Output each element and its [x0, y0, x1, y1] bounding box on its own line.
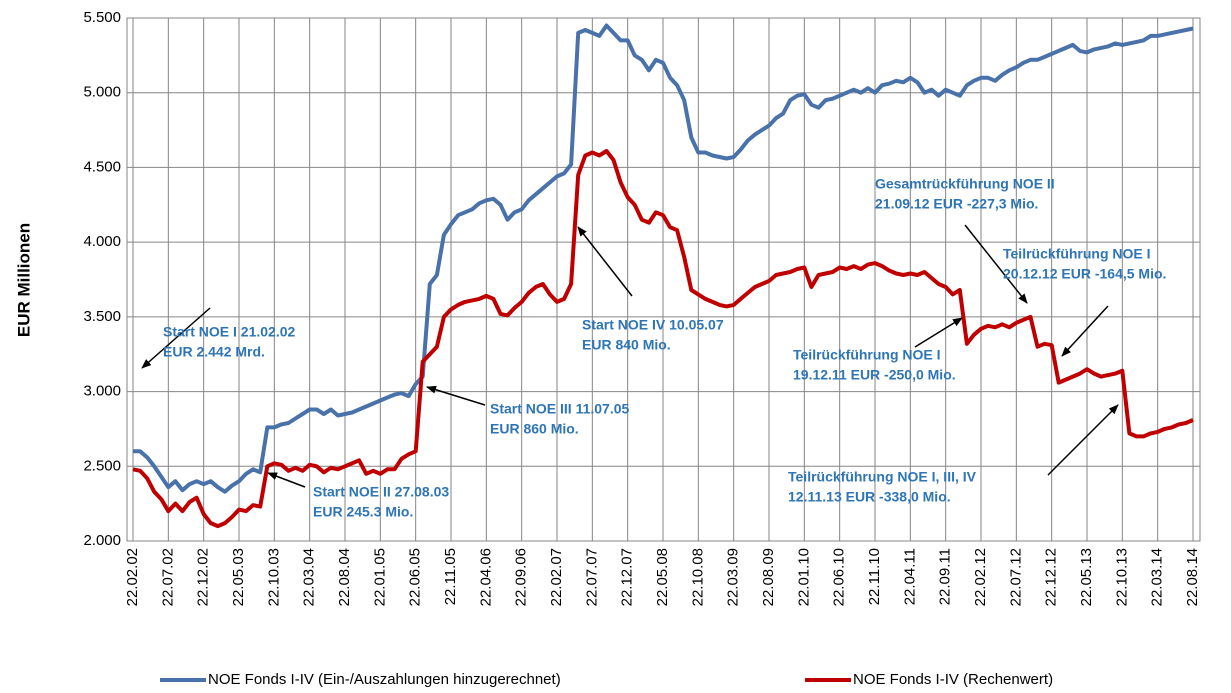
arrow — [141, 307, 211, 369]
x-tick-label: 22.01.05 — [371, 548, 388, 606]
x-tick-label: 22.05.13 — [1078, 548, 1095, 606]
y-tick-label: 2.000 — [83, 532, 121, 549]
plot-frame — [126, 17, 1201, 542]
x-tick-label: 22.03.09 — [725, 548, 742, 606]
x-tick-label: 22.10.13 — [1113, 548, 1130, 606]
x-tick-label: 22.04.11 — [901, 548, 918, 605]
x-tick-label: 22.05.03 — [230, 548, 247, 606]
y-tick-label: 5.500 — [83, 9, 121, 26]
legend-label: NOE Fonds I-IV (Rechenwert) — [853, 671, 1053, 688]
x-tick-label: 22.02.02 — [124, 548, 141, 606]
annotation: Gesamtrückführung NOE II — [875, 176, 1055, 192]
arrow — [1061, 305, 1109, 357]
arrow — [964, 224, 1028, 304]
x-tick-label: 22.12.07 — [619, 548, 636, 606]
x-tick-label: 22.06.05 — [407, 548, 424, 606]
x-tick-label: 22.08.04 — [336, 548, 353, 606]
arrow — [577, 226, 633, 297]
arrows — [141, 224, 1119, 488]
y-tick-label: 5.000 — [83, 84, 121, 101]
series-line — [133, 23, 1194, 494]
x-tick-label: 22.07.07 — [583, 548, 600, 606]
y-tick-label: 4.000 — [83, 233, 121, 250]
x-tick-label: 22.11.10 — [866, 548, 883, 605]
annotation: EUR 245.3 Mio. — [313, 504, 413, 520]
x-tick-label: 22.12.12 — [1043, 548, 1060, 606]
annotation: EUR 860 Mio. — [490, 421, 579, 437]
arrow — [914, 317, 963, 348]
x-tick-label: 22.11.05 — [442, 548, 459, 605]
grid — [127, 17, 1200, 542]
x-tick-label: 22.03.04 — [301, 548, 318, 606]
annotation: Teilrückführung NOE I, III, IV — [788, 469, 977, 485]
annotation: Start NOE II 27.08.03 — [313, 484, 449, 500]
arrow — [1047, 404, 1119, 476]
x-tick-label: 22.02.07 — [548, 548, 565, 606]
x-tick-label: 22.07.02 — [159, 548, 176, 606]
x-tick-label: 22.07.12 — [1007, 548, 1024, 606]
arrow — [426, 385, 486, 406]
annotation: 21.09.12 EUR -227,3 Mio. — [875, 196, 1038, 212]
annotation: Start NOE III 11.07.05 — [490, 401, 630, 417]
annotation: EUR 2.442 Mrd. — [163, 344, 265, 360]
x-tick-label: 22.10.08 — [689, 548, 706, 606]
y-tick-label: 2.500 — [83, 457, 121, 474]
y-tick-label: 3.500 — [83, 308, 121, 325]
x-tick-label: 22.01.10 — [795, 548, 812, 606]
annotation: 19.12.11 EUR -250,0 Mio. — [793, 367, 956, 383]
series-line — [132, 149, 1194, 529]
annotation: Teilrückführung NOE I — [1003, 246, 1151, 262]
y-tick-label: 3.000 — [83, 383, 121, 400]
x-tick-label: 22.09.11 — [937, 548, 954, 605]
x-tick-label: 22.12.02 — [195, 548, 212, 606]
y-tick-label: 4.500 — [83, 158, 121, 175]
x-tick-label: 22.10.03 — [265, 548, 282, 606]
annotation: EUR 840 Mio. — [582, 337, 671, 353]
x-tick-label: 22.02.12 — [972, 548, 989, 606]
annotation: Teilrückführung NOE I — [793, 347, 941, 363]
annotation: Start NOE IV 10.05.07 — [582, 317, 724, 333]
x-tick-label: 22.04.06 — [477, 548, 494, 606]
annotation: Start NOE I 21.02.02 — [163, 324, 296, 340]
x-tick-label: 22.09.06 — [513, 548, 530, 606]
annotation: 20.12.12 EUR -164,5 Mio. — [1003, 266, 1166, 282]
arrow — [267, 472, 306, 488]
annotation: 12.11.13 EUR -338,0 Mio. — [788, 489, 951, 505]
legend-label: NOE Fonds I-IV (Ein-/Auszahlungen hinzug… — [208, 671, 561, 688]
x-tick-label: 22.03.14 — [1149, 548, 1166, 606]
x-tick-label: 22.06.10 — [831, 548, 848, 606]
x-tick-label: 22.05.08 — [654, 548, 671, 606]
y-axis-title: EUR Millionen — [14, 223, 33, 337]
x-tick-label: 22.08.14 — [1184, 548, 1201, 606]
x-tick-label: 22.08.09 — [760, 548, 777, 606]
